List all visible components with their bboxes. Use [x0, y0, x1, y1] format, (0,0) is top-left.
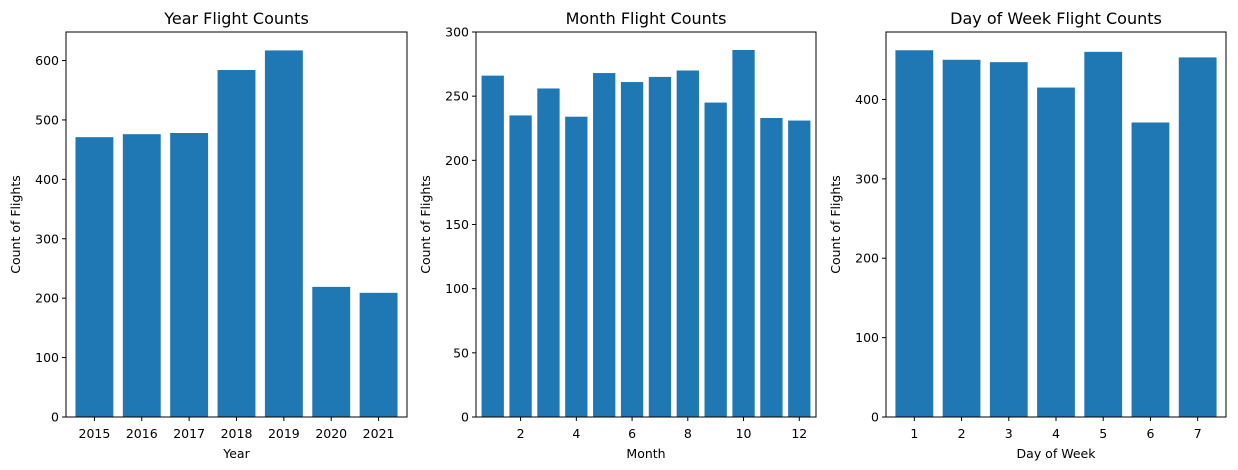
bar-6 [1131, 122, 1170, 418]
x-tick-label: 4 [1052, 426, 1060, 441]
x-tick-label: 1 [910, 426, 918, 441]
y-tick-label: 100 [35, 350, 59, 365]
bar-2016 [122, 134, 161, 417]
y-tick-label: 400 [855, 92, 879, 107]
chart-title: Year Flight Counts [163, 9, 309, 28]
bar-7 [1178, 57, 1217, 418]
bar-2020 [312, 286, 351, 417]
y-tick-label: 500 [35, 112, 59, 127]
x-tick-label: 2015 [79, 426, 111, 441]
bar-10 [732, 49, 755, 417]
bar-12 [788, 120, 811, 418]
y-axis-label: Count of Flights [8, 175, 23, 274]
y-tick-label: 400 [35, 172, 59, 187]
y-axis-label: Count of Flights [828, 175, 843, 274]
x-tick-label: 5 [1099, 426, 1107, 441]
x-tick-label: 2018 [221, 426, 253, 441]
x-tick-label: 2 [517, 426, 525, 441]
y-tick-label: 200 [35, 291, 59, 306]
bar-5 [593, 73, 616, 417]
bar-2017 [170, 133, 209, 417]
bar-2018 [217, 70, 256, 418]
x-axis-label: Year [222, 446, 250, 461]
bar-8 [676, 70, 699, 417]
x-tick-label: 12 [791, 426, 807, 441]
bar-7 [648, 76, 672, 418]
chart-panel-1: 0 100 200 300 400 500 600 2015 2016 2017 2018 2019 2… [8, 9, 408, 461]
bar-3 [537, 88, 560, 417]
x-axis-label: Month [626, 446, 665, 461]
x-tick-label: 2021 [363, 426, 395, 441]
x-tick-label: 2016 [126, 426, 158, 441]
bar-2015 [75, 137, 114, 417]
bar-4 [565, 116, 588, 417]
y-axis-label: Count of Flights [418, 175, 433, 274]
bar-2 [942, 59, 981, 417]
bar-2021 [359, 292, 398, 417]
x-tick-label: 10 [736, 426, 752, 441]
chart-title: Day of Week Flight Counts [950, 9, 1162, 28]
y-tick-label: 200 [855, 251, 879, 266]
bar-9 [704, 102, 727, 417]
y-tick-label: 600 [35, 53, 59, 68]
x-tick-label: 2017 [173, 426, 205, 441]
y-tick-label: 0 [51, 410, 59, 425]
x-tick-label: 8 [684, 426, 692, 441]
y-tick-label: 300 [35, 231, 59, 246]
y-tick-label: 100 [445, 281, 469, 296]
x-tick-label: 4 [572, 426, 580, 441]
y-tick-label: 0 [871, 410, 879, 425]
x-tick-label: 2 [958, 426, 966, 441]
bar-2 [509, 115, 532, 418]
bar-2019 [264, 50, 303, 418]
y-tick-label: 200 [445, 153, 469, 168]
y-tick-label: 100 [855, 330, 879, 345]
chart-panel-3: 0 100 200 300 400 1 2 3 4 5 6 7 Day of Week Flight C… [828, 9, 1227, 461]
chart-panel-2: 0 50 100 150 200 250 300 2 4 6 8 10 12 Month Flight C… [418, 9, 817, 461]
bar-1 [481, 75, 504, 417]
x-tick-label: 3 [1005, 426, 1013, 441]
x-axis-label: Day of Week [1017, 446, 1097, 461]
bar-1 [895, 50, 934, 417]
bar-11 [760, 117, 783, 417]
bar-4 [1037, 87, 1075, 417]
bar-3 [989, 62, 1028, 417]
x-tick-label: 6 [628, 426, 636, 441]
y-tick-label: 300 [855, 171, 879, 186]
x-tick-label: 2020 [315, 426, 347, 441]
y-tick-label: 300 [445, 25, 469, 40]
bar-5 [1084, 51, 1123, 417]
y-tick-label: 150 [445, 217, 469, 232]
x-tick-label: 6 [1146, 426, 1154, 441]
x-tick-label: 7 [1194, 426, 1202, 441]
y-tick-label: 250 [445, 89, 469, 104]
bar-6 [620, 82, 644, 418]
y-tick-label: 0 [461, 410, 469, 425]
x-tick-label: 2019 [268, 426, 300, 441]
y-tick-label: 50 [453, 345, 469, 360]
chart-title: Month Flight Counts [566, 9, 727, 28]
